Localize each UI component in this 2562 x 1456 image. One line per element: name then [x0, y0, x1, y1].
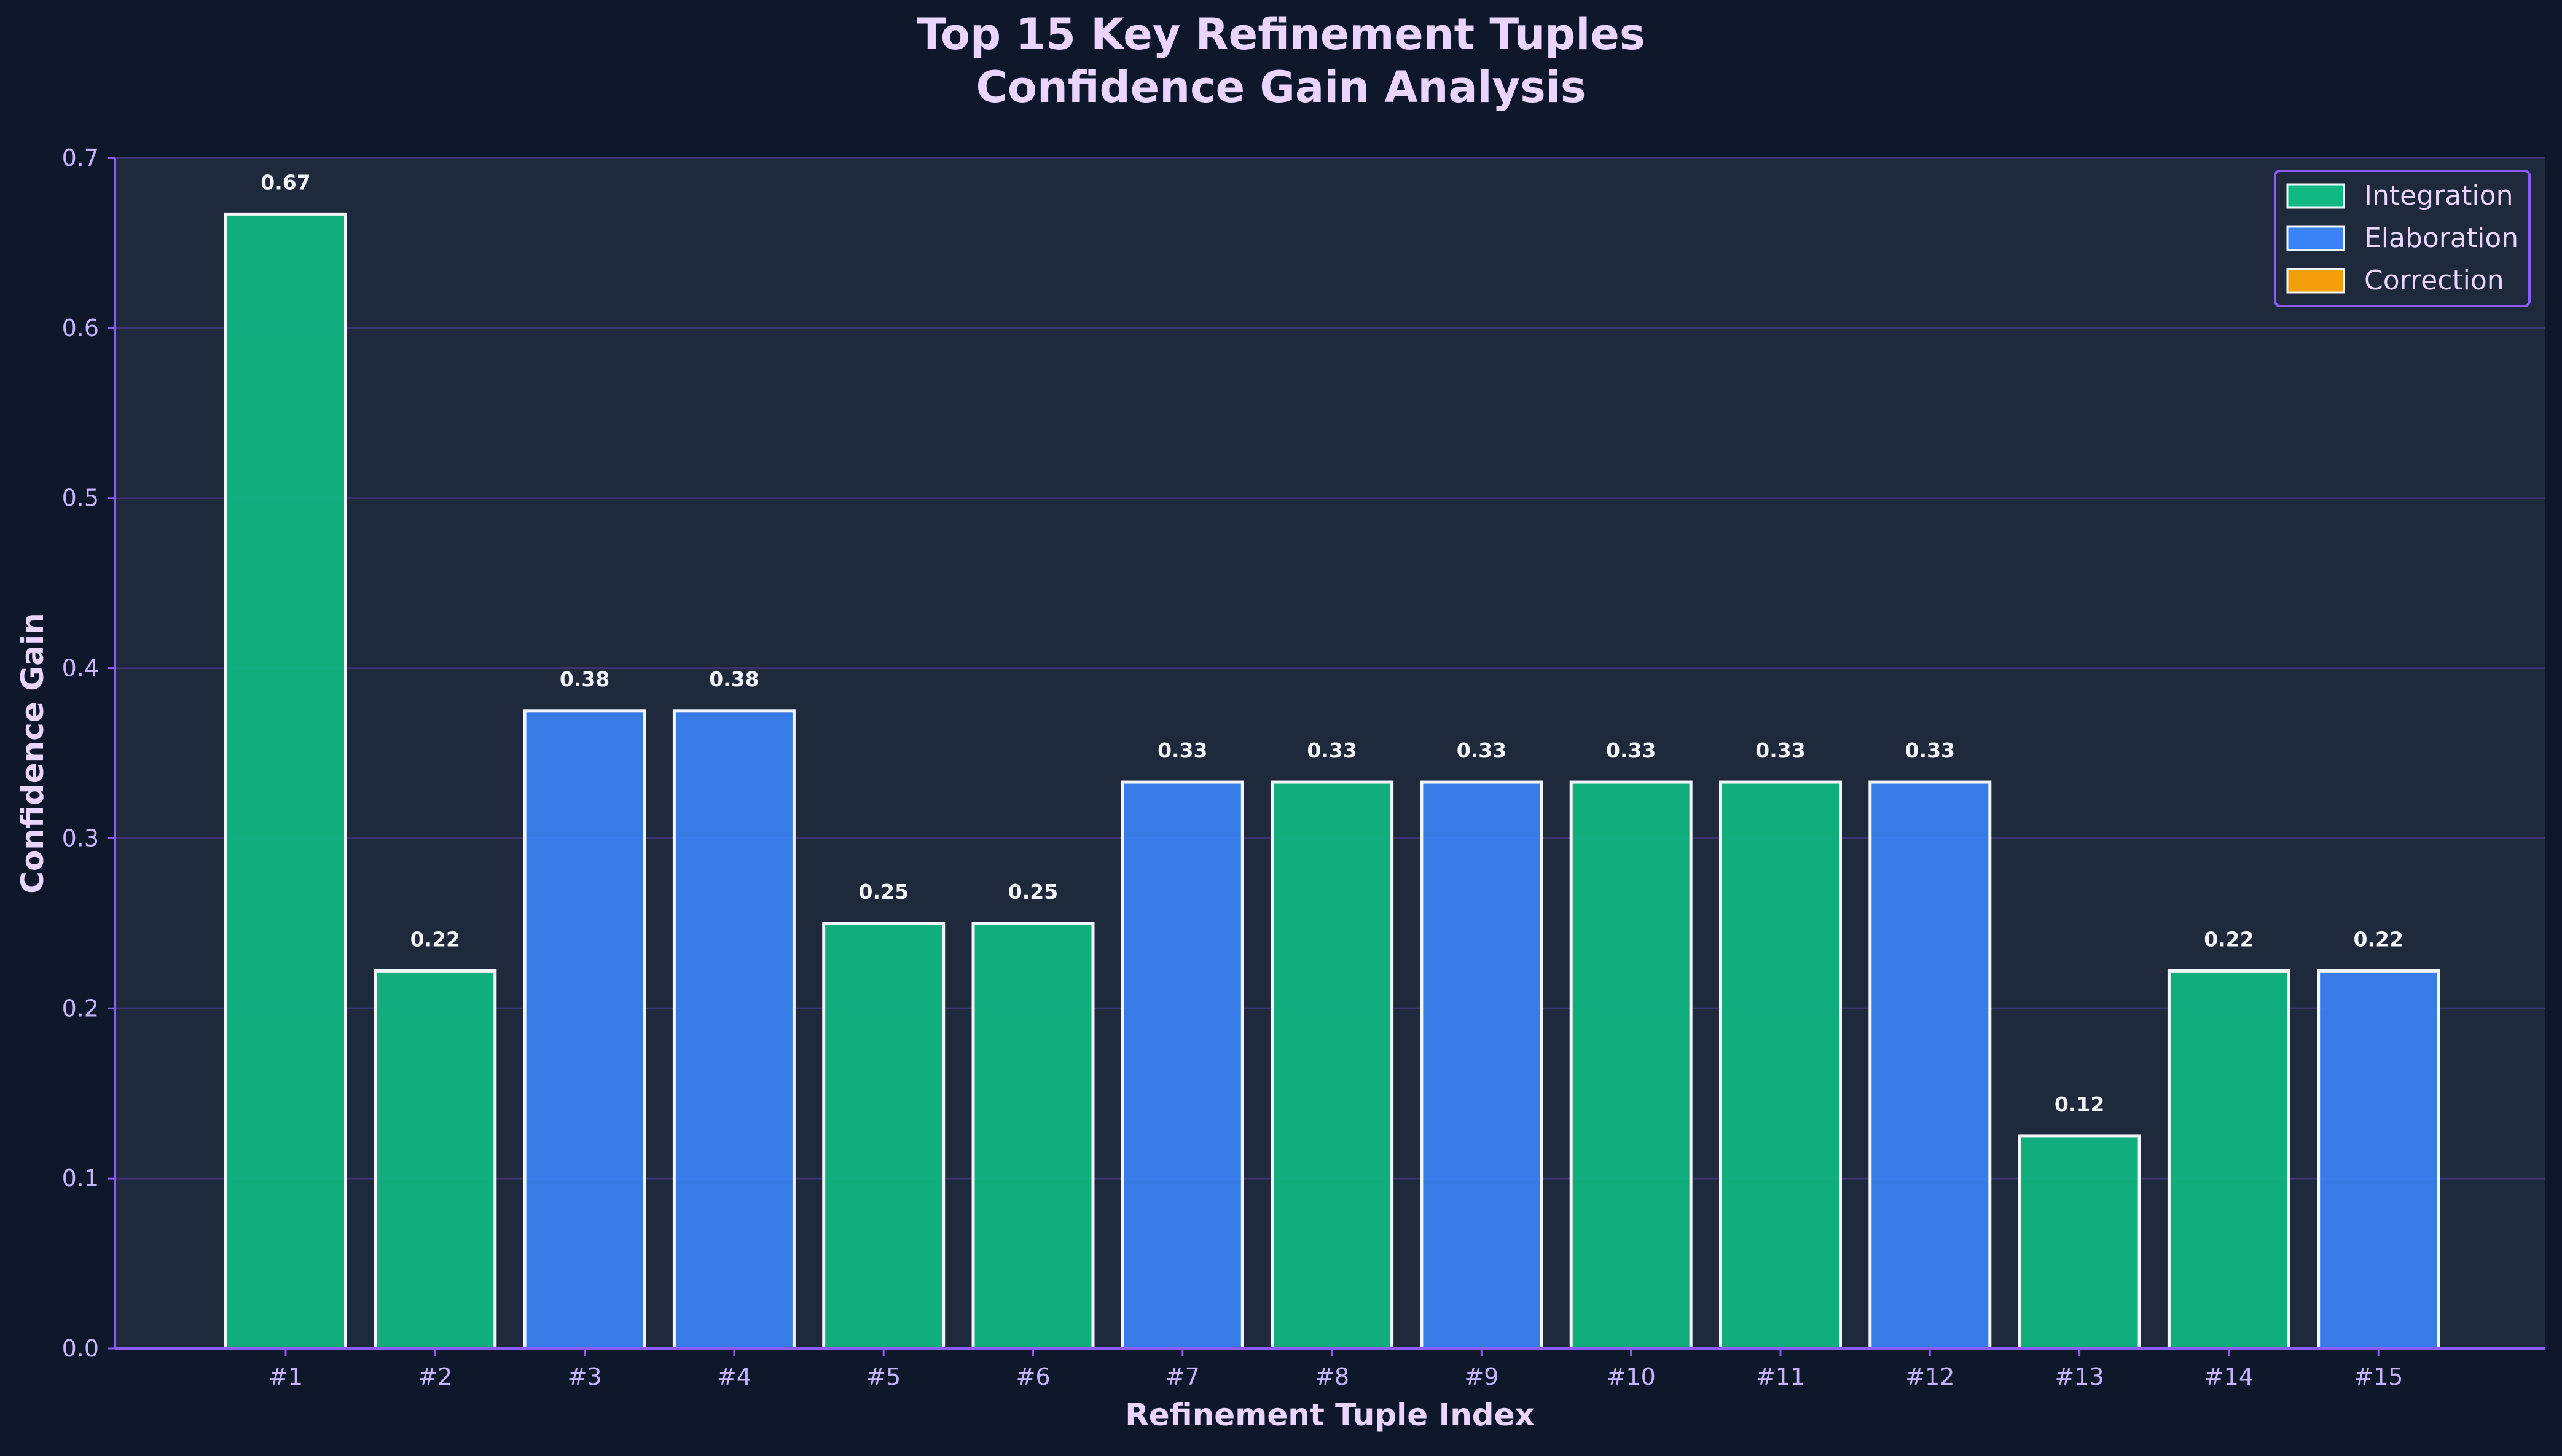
bar-value-label: 0.22: [2204, 927, 2254, 951]
bar-3: [523, 709, 646, 1350]
x-tick-label: #15: [2354, 1363, 2403, 1390]
y-tick-label: 0.0: [62, 1335, 99, 1362]
bar-value-label: 0.33: [1755, 738, 1805, 762]
chart-title-line-1: Top 15 Key Refinement Tuples: [917, 9, 1645, 60]
bar-11: [1719, 780, 1842, 1350]
bar-4: [672, 709, 796, 1350]
x-tick-label: #2: [418, 1363, 452, 1390]
legend-label-integration: Integration: [2364, 180, 2513, 211]
bar-8: [1271, 780, 1394, 1350]
bar-value-label: 0.33: [1457, 738, 1506, 762]
bar-12: [1868, 780, 1992, 1350]
x-tick-label: #12: [1905, 1363, 1954, 1390]
bar-10: [1569, 780, 1693, 1350]
x-tick-label: #14: [2204, 1363, 2254, 1390]
y-tick-label: 0.1: [62, 1165, 99, 1192]
x-tick-label: #4: [717, 1363, 751, 1390]
x-axis-title: Refinement Tuple Index: [1125, 1397, 1535, 1433]
y-tick-label: 0.7: [62, 144, 99, 171]
y-axis-title: Confidence Gain: [15, 613, 50, 893]
x-tick-label: #13: [2055, 1363, 2104, 1390]
x-tick-label: #3: [568, 1363, 602, 1390]
x-tick-label: #10: [1607, 1363, 1656, 1390]
legend-label-elaboration: Elaboration: [2364, 222, 2518, 254]
bar-value-label: 0.38: [560, 667, 609, 691]
legend-label-correction: Correction: [2364, 265, 2504, 296]
x-tick-label: #6: [1016, 1363, 1050, 1390]
bar-7: [1121, 780, 1244, 1350]
bar-2: [374, 969, 497, 1350]
legend-swatch-correction: [2286, 268, 2345, 294]
x-tick-label: #9: [1464, 1363, 1498, 1390]
bar-13: [2018, 1134, 2141, 1350]
bar-value-label: 0.25: [858, 880, 908, 904]
y-tick-label: 0.4: [62, 655, 99, 682]
bar-value-label: 0.67: [261, 170, 310, 194]
bar-value-label: 0.33: [1905, 738, 1955, 762]
bar-value-label: 0.22: [2353, 927, 2403, 951]
legend-swatch-integration: [2286, 183, 2345, 209]
bar-value-label: 0.25: [1008, 880, 1058, 904]
bar-value-label: 0.33: [1158, 738, 1207, 762]
x-tick-label: #7: [1165, 1363, 1200, 1390]
bar-15: [2317, 969, 2440, 1350]
bar-6: [971, 922, 1095, 1350]
bar-value-label: 0.38: [709, 667, 759, 691]
bar-9: [1420, 780, 1543, 1350]
bar-1: [224, 212, 347, 1350]
legend-swatch-elaboration: [2286, 225, 2345, 251]
chart-title-line-2: Confidence Gain Analysis: [976, 62, 1586, 112]
y-tick-label: 0.5: [62, 485, 99, 512]
x-tick-label: #11: [1756, 1363, 1805, 1390]
y-tick-label: 0.6: [62, 315, 99, 342]
bar-value-label: 0.33: [1606, 738, 1656, 762]
x-tick-label: #5: [866, 1363, 901, 1390]
bar-value-label: 0.22: [410, 927, 460, 951]
x-tick-label: #1: [268, 1363, 303, 1390]
x-tick-label: #8: [1315, 1363, 1349, 1390]
bar-14: [2167, 969, 2290, 1350]
bar-5: [822, 922, 946, 1350]
bar-value-label: 0.33: [1307, 738, 1357, 762]
y-tick-label: 0.2: [62, 995, 99, 1022]
y-tick-label: 0.3: [62, 824, 99, 851]
bar-value-label: 0.12: [2055, 1092, 2104, 1116]
